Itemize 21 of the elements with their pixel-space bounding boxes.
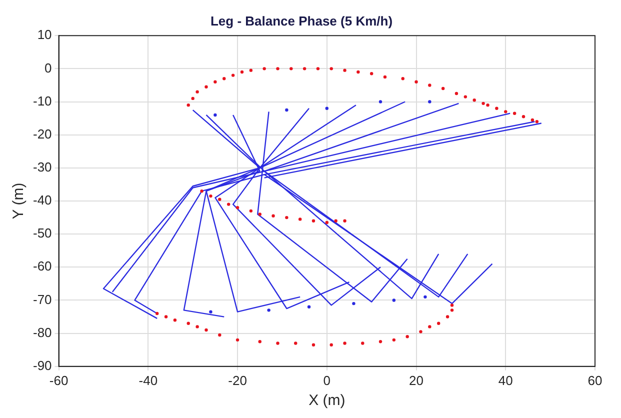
y-tick-label: 0 [44,60,52,76]
y-tick-label: -30 [32,160,52,174]
y-axis-title: Y (m) [10,182,28,220]
y-tick-label: -10 [32,93,52,108]
x-axis-title: X (m) [308,392,346,410]
x-tick-label: 40 [498,372,513,388]
y-tick-label: -80 [32,324,52,340]
y-tick-label: -20 [32,126,52,142]
x-tick-label: -40 [138,372,158,388]
x-tick-label: 60 [588,372,602,388]
x-tick-label: -60 [49,372,68,388]
y-tick-label: -90 [32,358,52,373]
y-tick-label: -60 [32,258,52,274]
x-tick-label: -20 [228,372,247,388]
y-tick-label: 10 [37,27,52,42]
y-tick-label: -70 [32,292,52,307]
chart-title: Leg - Balance Phase (5 Km/h) [210,13,393,28]
y-tick-label: -40 [32,192,52,208]
x-tick-label: 0 [323,372,331,388]
x-tick-label: 20 [409,372,424,388]
y-tick-label: -50 [32,226,52,241]
